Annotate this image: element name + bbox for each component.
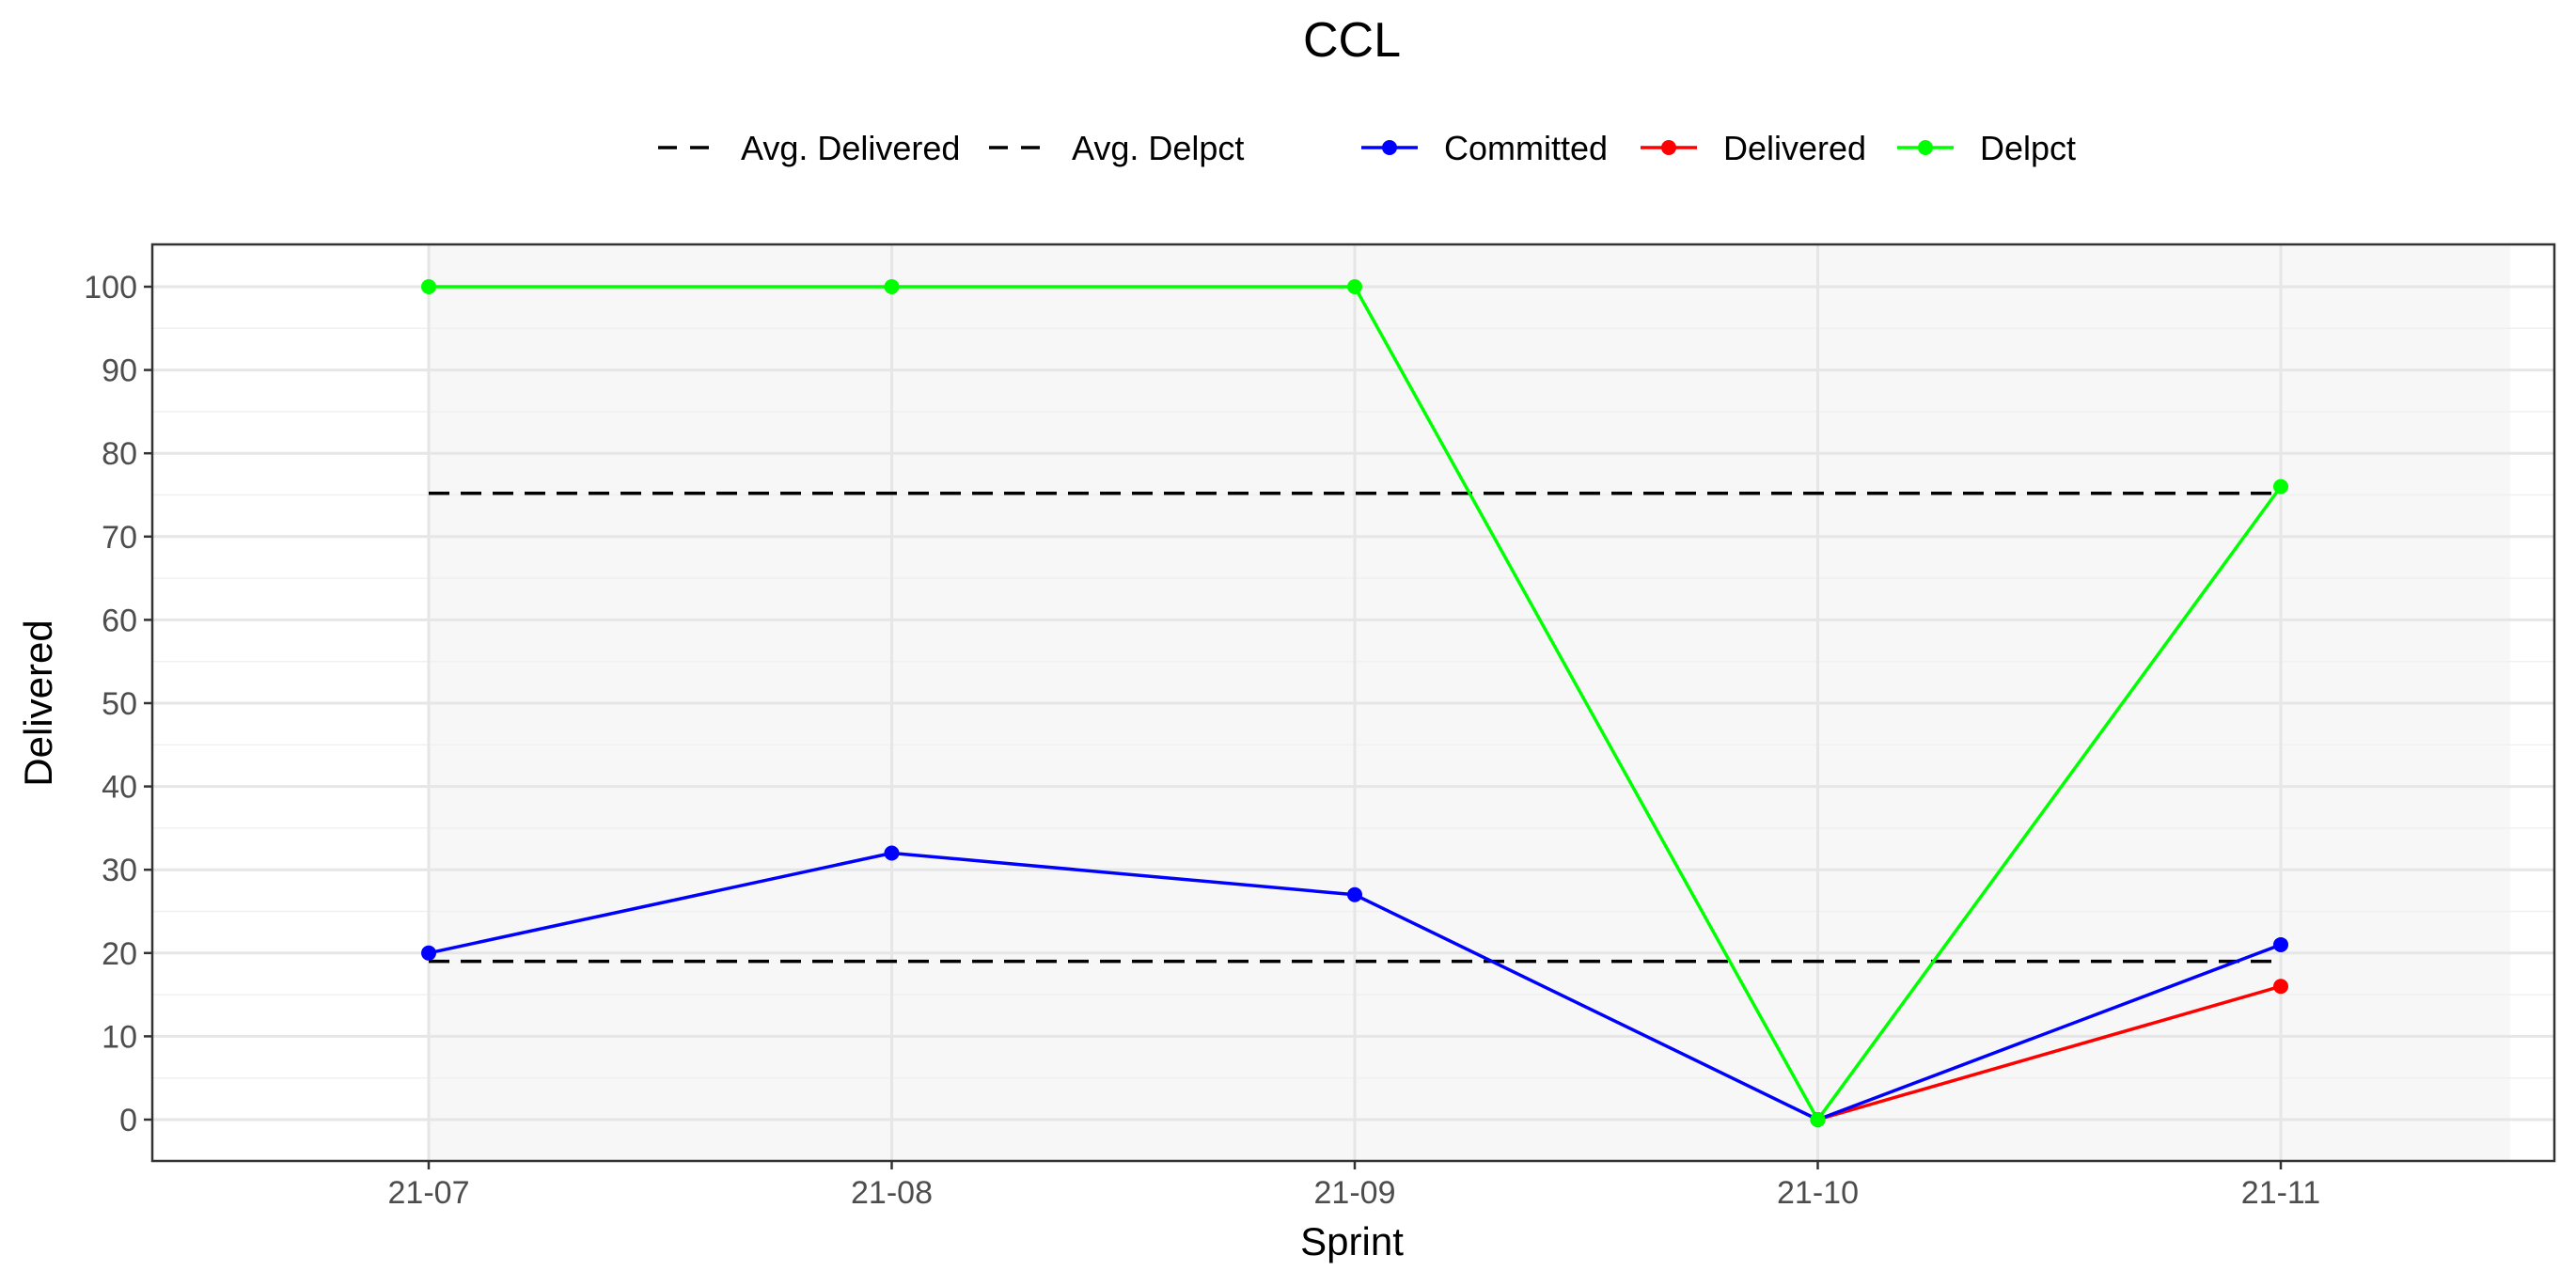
y-tick-label: 0 [119, 1103, 137, 1138]
x-tick-label: 21-08 [851, 1175, 933, 1211]
y-axis-title: Delivered [16, 619, 60, 786]
y-tick-label: 10 [102, 1019, 137, 1055]
y-tick-label: 50 [102, 686, 137, 722]
x-axis-title: Sprint [1300, 1219, 1404, 1263]
legend-key-point-delpct [1918, 140, 1933, 155]
legend-label-delpct: Delpct [1980, 129, 2076, 167]
data-point-committed [884, 845, 900, 861]
legend-label-avg-delivered: Avg. Delivered [741, 129, 960, 167]
x-tick-label: 21-09 [1314, 1175, 1396, 1211]
chart-title: CCL [1303, 13, 1401, 68]
data-point-committed [2273, 936, 2288, 952]
data-point-committed [1347, 886, 1362, 902]
y-tick-label: 20 [102, 936, 137, 972]
legend-key-point-committed [1382, 140, 1397, 155]
x-axis: 21-07 21-08 21-09 21-10 21-11 [388, 1161, 2320, 1211]
y-tick-label: 70 [102, 520, 137, 556]
reference-lines [429, 491, 2281, 964]
legend-linetype-group: Avg. Delivered Avg. Delpct [658, 129, 1244, 167]
y-tick-label: 90 [102, 353, 137, 389]
legend-label-avg-delpct: Avg. Delpct [1072, 129, 1244, 167]
data-point-delpct [884, 279, 900, 294]
data-point-delpct [2273, 478, 2288, 494]
legend-label-delivered: Delivered [1723, 129, 1866, 167]
data-point-delpct [1810, 1112, 1826, 1127]
y-tick-label: 100 [84, 270, 137, 306]
y-tick-label: 30 [102, 853, 137, 888]
legend: Avg. Delivered Avg. Delpct Committed Deliv… [658, 129, 2076, 167]
y-tick-label: 40 [102, 770, 137, 806]
plot-area [150, 243, 2556, 1163]
y-axis: 0 10 20 30 40 50 60 70 80 90 100 [84, 270, 152, 1138]
y-tick-label: 80 [102, 436, 137, 472]
data-point-delivered [2273, 979, 2288, 995]
data-point-delpct [421, 279, 436, 294]
legend-label-committed: Committed [1444, 129, 1608, 167]
series-points [421, 279, 2288, 1127]
data-point-delpct [1347, 279, 1362, 294]
legend-key-point-delivered [1661, 140, 1676, 155]
x-tick-label: 21-11 [2241, 1175, 2320, 1211]
x-tick-label: 21-10 [1777, 1175, 1859, 1211]
data-point-committed [421, 945, 436, 961]
x-tick-label: 21-07 [388, 1175, 470, 1211]
series-line-delivered [1817, 984, 2282, 1121]
y-tick-label: 60 [102, 603, 137, 638]
legend-color-group: Committed Delivered Delpct [1361, 129, 2076, 167]
